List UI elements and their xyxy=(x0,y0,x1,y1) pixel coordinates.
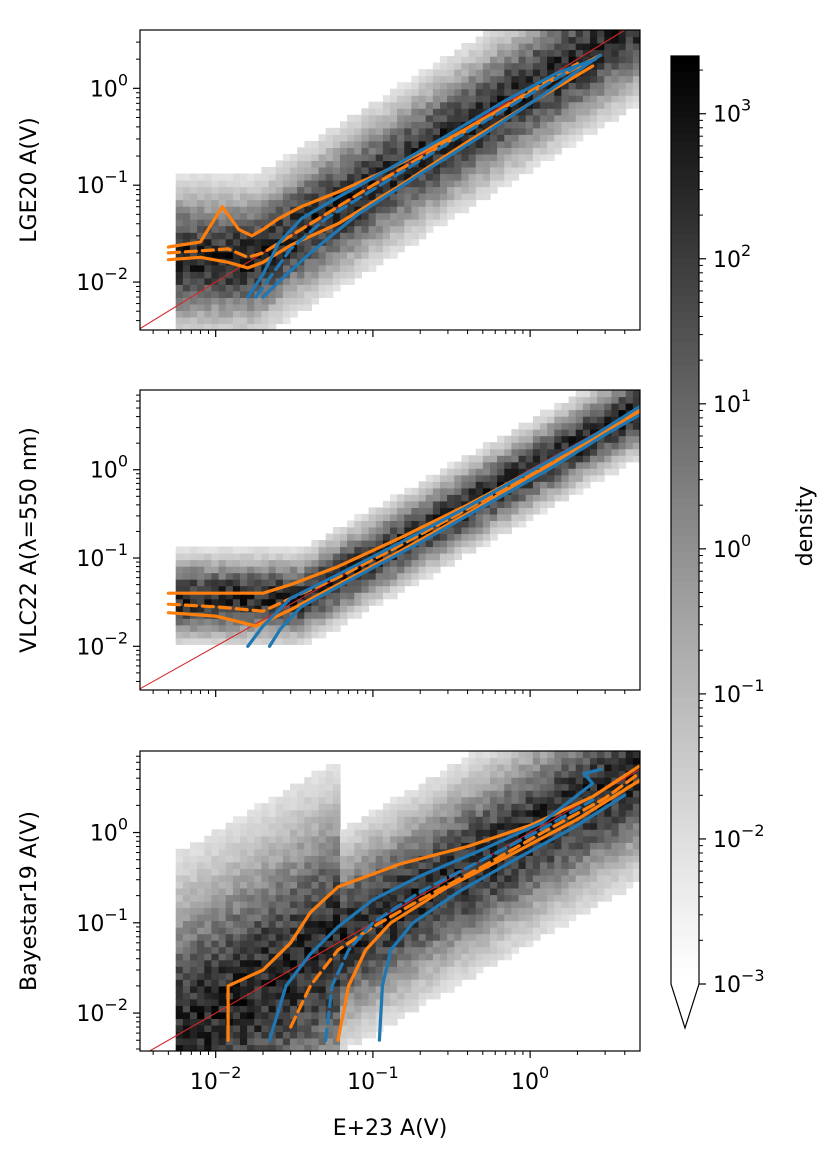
colorbar-tick-label: 10−2 xyxy=(713,821,765,853)
y-tick-label: 10−1 xyxy=(76,905,128,937)
y-axis-label: LGE20 A(V) xyxy=(17,117,42,242)
contour-line-4 xyxy=(267,413,640,648)
contour-lines xyxy=(166,53,603,299)
colorbar: 10−3 10−2 10−1 100 101 102 103 density xyxy=(670,55,818,1030)
colorbar-ticks: 10−3 10−2 10−1 100 101 102 103 xyxy=(699,69,765,998)
y-axis-label: VLC22 A(λ=550 nm) xyxy=(17,427,42,653)
contour-line-0 xyxy=(166,53,603,249)
colorbar-tick-label: 103 xyxy=(713,96,751,128)
axis-ticks: 10−2 10−1 100 xyxy=(76,394,626,697)
axis-ticks: 10−2 10−1 100 xyxy=(76,41,626,337)
y-tick-label: 10−1 xyxy=(76,540,128,572)
y-tick-label: 10−2 xyxy=(76,628,128,660)
y-tick-label: 100 xyxy=(90,452,128,484)
contour-lines xyxy=(166,404,640,648)
contour-line-4 xyxy=(324,798,595,1042)
axes-frame xyxy=(139,29,641,331)
axes-frame xyxy=(139,750,641,1052)
contour-line-5 xyxy=(377,793,627,1042)
panel-lge20: 10−2 10−1 100 LGE20 A(V) xyxy=(17,29,641,337)
contour-line-2 xyxy=(166,408,640,628)
x-axis-label: E+23 A(V) xyxy=(333,1116,448,1141)
y-tick-label: 10−2 xyxy=(76,995,128,1027)
colorbar-tick-label: 102 xyxy=(713,241,751,273)
colorbar-tick-label: 10−3 xyxy=(713,966,765,998)
y-tick-label: 10−1 xyxy=(76,167,128,199)
y-tick-label: 100 xyxy=(90,70,128,102)
contour-line-3 xyxy=(246,404,640,648)
colorbar-gradient xyxy=(671,56,699,1028)
contour-line-3 xyxy=(246,57,598,299)
colorbar-tick-label: 10−1 xyxy=(713,676,765,708)
contour-line-1 xyxy=(166,61,580,259)
y-axis-label: Bayestar19 A(V) xyxy=(17,811,42,991)
colorbar-label: density xyxy=(793,486,818,567)
contour-line-1 xyxy=(166,409,640,613)
contour-line-3 xyxy=(267,767,603,1042)
contour-line-2 xyxy=(336,778,640,1042)
y-tick-label: 10−2 xyxy=(76,264,128,296)
colorbar-tick-label: 100 xyxy=(713,531,751,563)
axis-ticks: 10−2 10−2 10−1 10−1 100 100 xyxy=(76,755,626,1095)
axes-frame xyxy=(139,389,641,691)
panel-bayestar19: 10−2 10−2 10−1 10−1 100 100 Bayestar19 A(V) E… xyxy=(17,750,641,1141)
x-tick-label: 10−1 xyxy=(347,1063,399,1095)
contour-line-5 xyxy=(261,53,603,299)
contour-line-2 xyxy=(166,64,595,270)
y-tick-label: 100 xyxy=(90,815,128,847)
contour-lines xyxy=(226,764,640,1042)
x-tick-label: 100 xyxy=(511,1063,549,1095)
x-tick-label: 10−2 xyxy=(190,1063,242,1095)
density-heatmap xyxy=(175,390,640,645)
colorbar-outline xyxy=(670,55,700,1030)
panel-vlc22: 10−2 10−1 100 VLC22 A(λ=550 nm) xyxy=(17,389,641,697)
colorbar-tick-label: 101 xyxy=(713,386,751,418)
contour-line-1 xyxy=(289,771,640,1029)
contour-line-4 xyxy=(254,64,580,299)
